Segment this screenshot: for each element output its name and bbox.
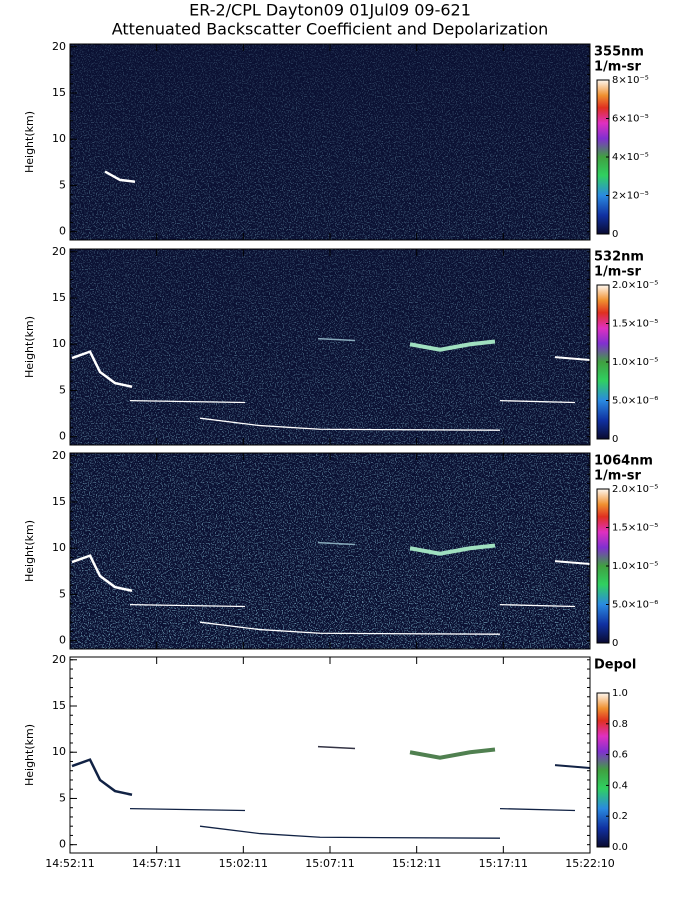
aerosol-layer: [554, 560, 591, 565]
y-tick-label: 5: [59, 587, 66, 600]
chart-title: ER-2/CPL Dayton09 01Jul09 09-621: [189, 1, 471, 20]
aerosol-layer: [199, 417, 501, 431]
x-tick-label: 14:52:11: [45, 857, 94, 870]
y-tick-label: 10: [52, 132, 66, 145]
colorbar: [596, 692, 610, 848]
aerosol-layer: [129, 603, 246, 608]
y-tick-label: 10: [52, 541, 66, 554]
y-tick-label: 15: [52, 291, 66, 304]
aerosol-layer: [317, 541, 356, 546]
y-tick-label: 10: [52, 337, 66, 350]
x-tick-label: 15:17:11: [479, 857, 528, 870]
backscatter-noise: [70, 453, 590, 649]
x-tick-label: 15:22:10: [565, 857, 614, 870]
x-tick-label: 15:02:11: [219, 857, 268, 870]
colorbar-tick-label: 0: [612, 434, 618, 445]
colorbar-tick-label: 0.0: [612, 842, 628, 853]
colorbar-label: 532nm: [594, 250, 644, 265]
colorbar-label: 1/m-sr: [594, 469, 641, 484]
aerosol-layer: [129, 807, 246, 812]
aerosol-layer: [104, 170, 136, 183]
colorbar-tick-label: 1.5×10⁻⁵: [612, 319, 658, 330]
aerosol-layer: [554, 764, 591, 769]
colorbar-tick-label: 2×10⁻⁵: [612, 191, 649, 202]
colorbar-label: Depol: [594, 658, 636, 673]
backscatter-noise: [70, 249, 590, 445]
aerosol-layer: [317, 337, 356, 342]
aerosol-layer: [409, 543, 496, 556]
aerosol-layer: [499, 603, 576, 608]
x-tick-label: 14:57:11: [132, 857, 181, 870]
y-tick-label: 0: [59, 838, 66, 851]
aerosol-layer: [71, 758, 133, 796]
y-axis-label: Height(km): [23, 316, 36, 378]
aerosol-layer: [199, 621, 501, 635]
y-tick-label: 15: [52, 699, 66, 712]
y-axis-label: Height(km): [23, 520, 36, 582]
y-axis-label: Height(km): [23, 724, 36, 786]
colorbar-tick-label: 8×10⁻⁵: [612, 75, 649, 86]
y-tick-label: 15: [52, 495, 66, 508]
colorbar-tick-label: 0: [612, 229, 618, 240]
y-tick-label: 5: [59, 178, 66, 191]
colorbar-tick-label: 0.8: [612, 719, 628, 730]
colorbar-tick-label: 5.0×10⁻⁶: [612, 396, 658, 407]
colorbar-tick-label: 0: [612, 638, 618, 649]
y-tick-label: 20: [52, 40, 66, 53]
aerosol-layer: [409, 747, 496, 760]
colorbar-tick-label: 6×10⁻⁵: [612, 114, 649, 125]
chart-subtitle: Attenuated Backscatter Coefficient and D…: [112, 20, 549, 39]
colorbar-tick-label: 1.5×10⁻⁵: [612, 523, 658, 534]
y-tick-label: 15: [52, 86, 66, 99]
y-tick-label: 10: [52, 745, 66, 758]
y-tick-label: 5: [59, 383, 66, 396]
y-axis-label: Height(km): [23, 111, 36, 173]
aerosol-layer: [199, 825, 501, 839]
y-tick-label: 0: [59, 634, 66, 647]
colorbar-tick-label: 1.0×10⁻⁵: [612, 561, 658, 572]
colorbar-tick-label: 4×10⁻⁵: [612, 152, 649, 163]
aerosol-layer: [317, 745, 356, 750]
colorbar-tick-label: 5.0×10⁻⁶: [612, 600, 658, 611]
y-tick-label: 20: [52, 245, 66, 258]
y-tick-label: 0: [59, 225, 66, 238]
colorbar-tick-label: 2.0×10⁻⁵: [612, 280, 658, 291]
backscatter-noise: [70, 44, 590, 240]
colorbar-label: 1064nm: [594, 454, 653, 469]
x-tick-label: 15:12:11: [392, 857, 441, 870]
y-tick-label: 0: [59, 430, 66, 443]
colorbar-tick-label: 0.2: [612, 811, 628, 822]
aerosol-layer: [71, 554, 133, 592]
colorbar-tick-label: 0.6: [612, 750, 628, 761]
depol-image: [70, 657, 590, 853]
colorbar-label: 1/m-sr: [594, 265, 641, 280]
aerosol-layer: [554, 356, 591, 361]
aerosol-layer: [129, 399, 246, 404]
colorbar-tick-label: 0.4: [612, 780, 628, 791]
colorbar-tick-label: 1.0×10⁻⁵: [612, 357, 658, 368]
colorbar-tick-label: 1.0: [612, 688, 628, 699]
aerosol-layer: [499, 399, 576, 404]
y-tick-label: 20: [52, 449, 66, 462]
aerosol-layer: [409, 339, 496, 352]
y-tick-label: 20: [52, 653, 66, 666]
y-tick-label: 5: [59, 791, 66, 804]
aerosol-layer: [71, 350, 133, 388]
colorbar-label: 1/m-sr: [594, 60, 641, 75]
colorbar-label: 355nm: [594, 45, 644, 60]
x-tick-label: 15:07:11: [305, 857, 354, 870]
aerosol-layer: [499, 807, 576, 812]
colorbar-tick-label: 2.0×10⁻⁵: [612, 484, 658, 495]
